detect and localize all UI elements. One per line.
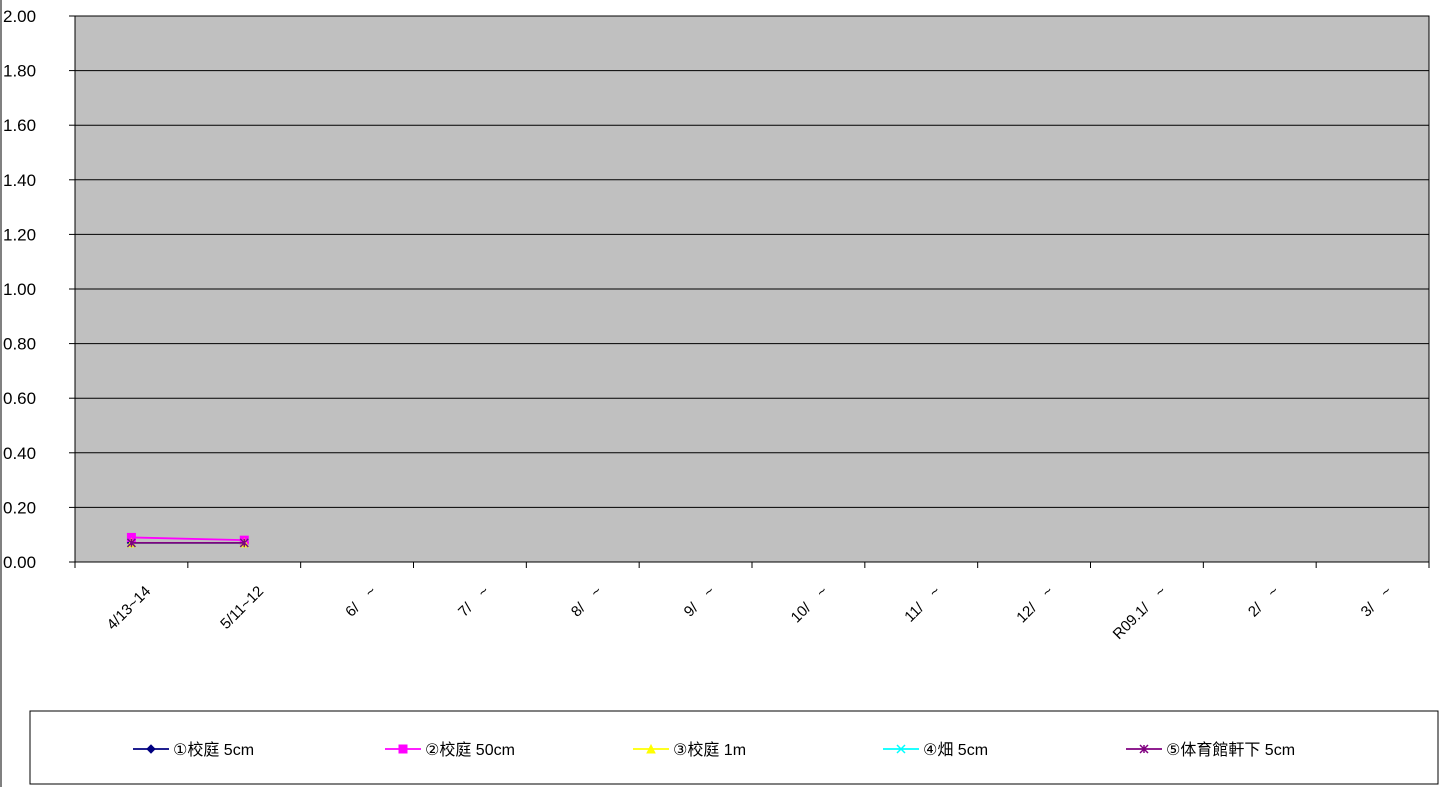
y-tick-label: 1.40: [3, 171, 36, 190]
x-tick-label: 3/ ~: [1358, 583, 1396, 621]
x-tick-label: 4/13~14: [104, 583, 155, 634]
legend-label: ④畑 5cm: [923, 741, 988, 759]
x-tick-label: 2/ ~: [1245, 583, 1283, 621]
legend-entry: ②校庭 50cm: [385, 741, 515, 759]
x-tick-label: 10/ ~: [788, 583, 832, 627]
series-layer: [126, 532, 250, 548]
y-tick-label: 1.00: [3, 280, 36, 299]
y-tick-label: 1.20: [3, 225, 36, 244]
legend-entry: ③校庭 1m: [633, 741, 746, 759]
x-tick-label: 8/ ~: [568, 583, 606, 621]
y-axis: 0.00 0.20 0.40 0.60 0.80 1.00 1.20 1.40 1.60 1.80…: [3, 7, 75, 572]
y-tick-label: 0.80: [3, 335, 36, 354]
y-tick-label: 0.00: [3, 553, 36, 572]
legend-label: ⑤体育館軒下 5cm: [1166, 741, 1295, 759]
y-tick-label: 1.80: [3, 62, 36, 81]
legend-entry: ①校庭 5cm: [133, 741, 254, 759]
x-tick-label: R09.1/ ~: [1110, 583, 1170, 643]
data-point-marker: [646, 743, 656, 754]
legend-entry: ④畑 5cm: [883, 741, 988, 759]
legend: ①校庭 5cm ②校庭 50cm ③校庭 1m ④畑 5cm ⑤体育館軒下 5cm: [29, 710, 1439, 785]
x-tick-label: 12/ ~: [1013, 583, 1057, 627]
y-tick-label: 0.60: [3, 389, 36, 408]
data-point-marker: [126, 538, 136, 548]
x-tick-label: 5/11~12: [217, 583, 267, 633]
y-tick-label: 0.40: [3, 444, 36, 463]
legend-box: [29, 710, 1439, 785]
data-point-marker: [239, 538, 249, 548]
legend-label: ①校庭 5cm: [173, 741, 254, 759]
data-point-marker: [398, 744, 408, 754]
x-tick-label: 6/ ~: [342, 583, 380, 621]
legend-entry: ⑤体育館軒下 5cm: [1126, 741, 1295, 759]
x-tick-label: 11/ ~: [901, 583, 944, 626]
data-point-marker: [1139, 744, 1149, 754]
y-tick-label: 0.20: [3, 498, 36, 517]
x-axis: 4/13~14 5/11~12 6/ ~ 7/ ~ 8/ ~ 9/ ~ 10/ ~ 11/ ~…: [74, 562, 1430, 643]
legend-label: ③校庭 1m: [673, 741, 746, 759]
data-point-marker: [146, 744, 156, 754]
y-tick-label: 2.00: [3, 7, 36, 26]
x-tick-label: 7/ ~: [455, 583, 493, 621]
data-point-marker: [896, 744, 906, 754]
x-tick-label: 9/ ~: [681, 583, 719, 621]
gridlines: [75, 70, 1429, 508]
series: [126, 538, 249, 548]
legend-label: ②校庭 50cm: [425, 741, 515, 759]
y-tick-label: 1.60: [3, 116, 36, 135]
series-line: [131, 536, 245, 542]
